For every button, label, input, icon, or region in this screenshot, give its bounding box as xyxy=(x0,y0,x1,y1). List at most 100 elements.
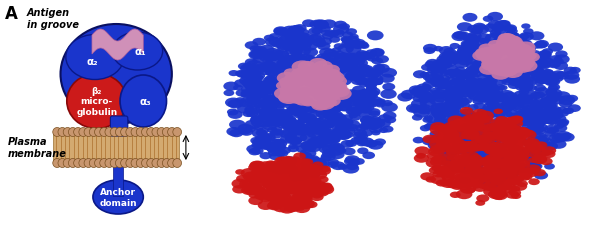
Circle shape xyxy=(467,168,484,177)
Circle shape xyxy=(63,159,72,168)
Circle shape xyxy=(365,73,379,80)
Circle shape xyxy=(334,85,346,92)
Circle shape xyxy=(331,162,346,170)
Circle shape xyxy=(518,41,533,49)
Circle shape xyxy=(503,185,516,193)
Circle shape xyxy=(331,97,347,106)
Circle shape xyxy=(342,92,356,101)
Circle shape xyxy=(548,85,559,92)
Circle shape xyxy=(499,132,512,140)
Circle shape xyxy=(483,117,494,123)
Circle shape xyxy=(481,119,497,129)
Circle shape xyxy=(300,133,317,143)
Circle shape xyxy=(501,154,517,164)
Circle shape xyxy=(303,169,313,175)
Circle shape xyxy=(147,128,155,137)
Circle shape xyxy=(348,159,360,166)
Circle shape xyxy=(291,199,300,204)
Circle shape xyxy=(510,174,525,183)
Circle shape xyxy=(321,75,338,85)
Circle shape xyxy=(485,148,495,154)
Polygon shape xyxy=(92,30,143,61)
Circle shape xyxy=(484,80,494,86)
Circle shape xyxy=(314,98,335,111)
Circle shape xyxy=(319,73,331,80)
Circle shape xyxy=(261,105,278,115)
Circle shape xyxy=(463,69,476,76)
Circle shape xyxy=(321,132,335,141)
Circle shape xyxy=(256,166,266,173)
Circle shape xyxy=(342,32,353,39)
Circle shape xyxy=(268,54,280,61)
Circle shape xyxy=(517,49,535,59)
Circle shape xyxy=(470,157,487,167)
Circle shape xyxy=(250,169,264,177)
Circle shape xyxy=(494,64,508,72)
Circle shape xyxy=(508,38,523,47)
Circle shape xyxy=(322,125,332,131)
Circle shape xyxy=(302,83,317,92)
Circle shape xyxy=(502,124,518,134)
Circle shape xyxy=(525,66,540,74)
Circle shape xyxy=(529,126,544,134)
Circle shape xyxy=(294,101,305,108)
Circle shape xyxy=(278,92,299,105)
Circle shape xyxy=(511,43,524,51)
Circle shape xyxy=(328,98,338,104)
Circle shape xyxy=(503,43,517,52)
Circle shape xyxy=(514,127,529,136)
Circle shape xyxy=(266,145,282,154)
Circle shape xyxy=(298,34,314,44)
Circle shape xyxy=(379,74,395,84)
Circle shape xyxy=(157,159,166,168)
Circle shape xyxy=(284,60,295,65)
Circle shape xyxy=(457,178,473,188)
Circle shape xyxy=(517,150,527,155)
Circle shape xyxy=(306,89,319,96)
Circle shape xyxy=(527,66,540,74)
Circle shape xyxy=(305,181,322,191)
Circle shape xyxy=(518,49,532,56)
Circle shape xyxy=(302,202,313,209)
Circle shape xyxy=(266,195,280,202)
Circle shape xyxy=(478,112,488,118)
Circle shape xyxy=(511,63,526,72)
Circle shape xyxy=(512,146,521,151)
Circle shape xyxy=(516,98,533,108)
Circle shape xyxy=(352,40,365,47)
Circle shape xyxy=(263,78,278,87)
Circle shape xyxy=(529,167,541,174)
Circle shape xyxy=(460,113,472,120)
Circle shape xyxy=(446,144,460,152)
Circle shape xyxy=(548,133,566,143)
Circle shape xyxy=(313,88,331,99)
Circle shape xyxy=(542,99,554,106)
Circle shape xyxy=(257,114,269,121)
Circle shape xyxy=(539,158,553,166)
Circle shape xyxy=(456,159,469,166)
Circle shape xyxy=(311,118,328,128)
Circle shape xyxy=(269,130,280,136)
Circle shape xyxy=(376,103,385,108)
Circle shape xyxy=(470,140,482,147)
Circle shape xyxy=(496,68,512,78)
Circle shape xyxy=(461,41,472,48)
Circle shape xyxy=(545,108,557,115)
Circle shape xyxy=(256,90,272,99)
Circle shape xyxy=(439,131,451,138)
Circle shape xyxy=(299,125,314,134)
Circle shape xyxy=(494,46,514,57)
Circle shape xyxy=(525,54,539,63)
Circle shape xyxy=(307,157,323,167)
Circle shape xyxy=(328,131,340,138)
Circle shape xyxy=(496,135,506,141)
Circle shape xyxy=(266,185,278,192)
Circle shape xyxy=(292,29,309,38)
Circle shape xyxy=(313,20,328,30)
Circle shape xyxy=(331,122,346,131)
Circle shape xyxy=(293,111,308,119)
Circle shape xyxy=(527,62,542,71)
Circle shape xyxy=(544,78,560,87)
Circle shape xyxy=(514,39,527,46)
Circle shape xyxy=(537,52,552,60)
